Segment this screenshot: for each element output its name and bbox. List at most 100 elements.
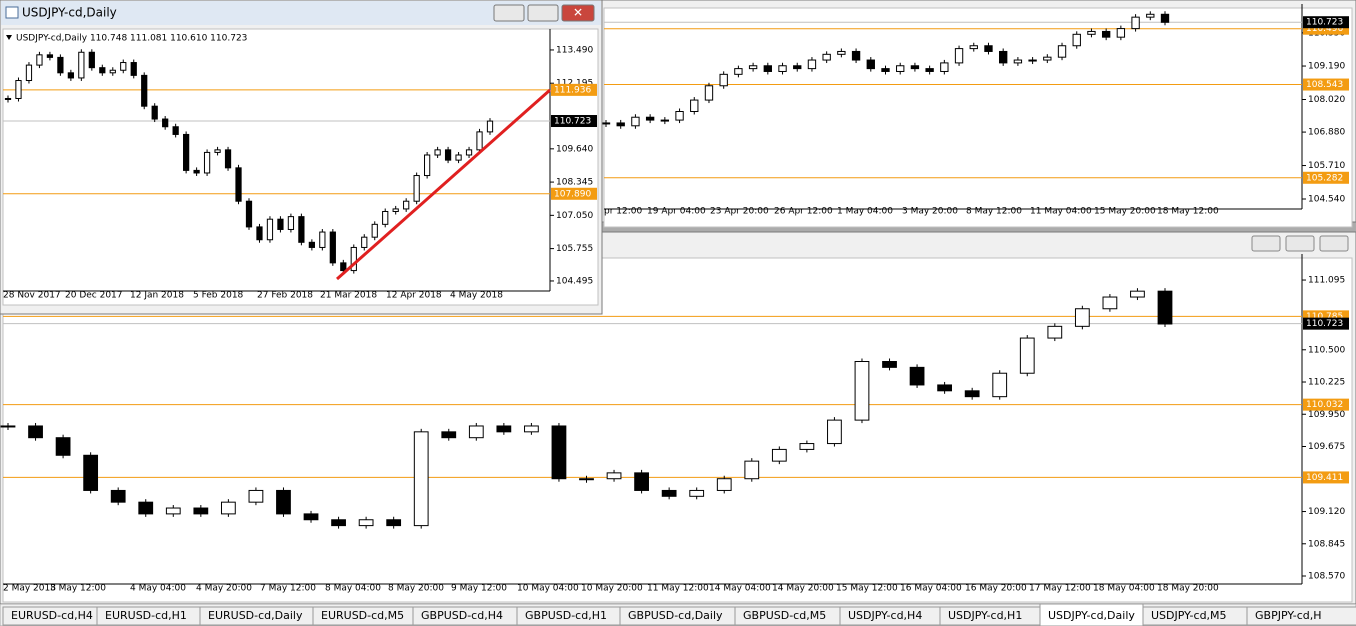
candle-body xyxy=(224,149,232,169)
candle-body xyxy=(1087,30,1096,35)
candle-body xyxy=(88,51,95,69)
candle-body xyxy=(151,105,158,120)
candle-body xyxy=(1157,290,1173,325)
candle-body xyxy=(331,519,346,527)
tab-label[interactable]: EURUSD-cd,H1 xyxy=(105,609,187,622)
candle-body xyxy=(183,133,190,171)
candle-body xyxy=(748,65,758,70)
info-arrow xyxy=(6,35,12,40)
level-label: 105.282 xyxy=(1306,173,1343,183)
x-tick-label: 5 Feb 2018 xyxy=(193,291,244,301)
tab-label[interactable]: GBPUSD-cd,M5 xyxy=(743,609,826,622)
candle-body xyxy=(0,425,16,428)
candle-body xyxy=(382,210,389,225)
x-tick-label: 28 Nov 2017 xyxy=(3,291,61,301)
y-tick-label: 111.095 xyxy=(1308,276,1345,286)
y-tick-label: 104.540 xyxy=(1308,194,1345,204)
tab-label[interactable]: USDJPY-cd,M5 xyxy=(1151,609,1227,622)
tab-label[interactable]: GBPJPY-cd,H xyxy=(1255,609,1322,622)
candle-body xyxy=(25,64,33,82)
candle-body xyxy=(235,167,242,202)
candle-body xyxy=(1047,325,1063,339)
chart-window: 111.095 110.500 110.225 109.950 109.675 109.1… xyxy=(0,231,1356,605)
candle-body xyxy=(329,231,336,264)
last-price-label: 110.723 xyxy=(1306,18,1343,28)
plot-area xyxy=(603,7,1353,228)
candle-body xyxy=(214,149,221,153)
x-tick-label: 26 Apr 12:00 xyxy=(774,207,833,217)
candle-body xyxy=(881,68,890,72)
candle-body xyxy=(193,169,200,174)
candle-body xyxy=(645,116,655,121)
level-label-box xyxy=(1303,171,1349,184)
last-price-label: 110.723 xyxy=(554,117,591,127)
x-tick-label: 27 Feb 2018 xyxy=(257,291,313,301)
candle-body xyxy=(940,62,949,72)
y-tick-label: 109.950 xyxy=(1308,410,1345,420)
y-tick-label: 108.345 xyxy=(556,178,593,188)
x-tick-label: 7 May 12:00 xyxy=(260,584,316,594)
x-tick-label: 18 May 20:00 xyxy=(1157,584,1219,594)
candle-body xyxy=(413,175,420,202)
candle-body xyxy=(120,62,127,71)
tab-label[interactable]: USDJPY-cd,Daily xyxy=(1048,609,1135,622)
candle-body xyxy=(476,131,483,151)
level-label: 111.936 xyxy=(554,85,591,95)
candle-body xyxy=(496,425,512,433)
candle-body xyxy=(465,149,473,156)
candle-body xyxy=(28,425,43,439)
y-tick-label: 109.675 xyxy=(1308,442,1345,452)
tab-label[interactable]: GBPUSD-cd,H4 xyxy=(421,609,503,622)
candle-body xyxy=(984,45,993,52)
y-tick-label: 112.195 xyxy=(556,79,593,89)
x-tick-label: 11 May 12:00 xyxy=(647,584,709,594)
tab-label[interactable]: EURUSD-cd,H4 xyxy=(11,609,93,622)
window-title: USDJPY-cd,Daily xyxy=(22,6,117,20)
maximize-button[interactable] xyxy=(1285,235,1315,252)
tab-label[interactable]: USDJPY-cd,H1 xyxy=(948,609,1022,622)
tab-bar: EURUSD-cd,H4 EURUSD-cd,H1 EURUSD-cd,Daily E… xyxy=(0,604,1356,626)
candle-body xyxy=(308,241,315,248)
chart-window: 110.350109.190108.020106.880105.710104.5… xyxy=(601,0,1356,228)
candle-body xyxy=(579,478,594,481)
x-tick-label: 23 Apr 20:00 xyxy=(710,207,769,217)
candle-body xyxy=(1131,16,1140,30)
x-tick-label: 14 May 20:00 xyxy=(772,584,834,594)
candle-body xyxy=(99,67,106,74)
x-tick-label: 10 May 04:00 xyxy=(517,584,579,594)
tab-label[interactable]: EURUSD-cd,M5 xyxy=(321,609,404,622)
candle-body xyxy=(524,425,539,433)
candle-body xyxy=(413,431,429,527)
candle-body xyxy=(46,54,54,58)
tab-label[interactable]: GBPUSD-cd,Daily xyxy=(628,609,723,622)
maximize-button[interactable] xyxy=(527,4,559,22)
y-tick-label: 106.880 xyxy=(1308,128,1345,138)
candle-body xyxy=(964,390,980,398)
tab-label[interactable]: GBPUSD-cd,H1 xyxy=(525,609,607,622)
x-tick-label: 18 May 12:00 xyxy=(1157,207,1219,217)
candle-body xyxy=(969,45,978,50)
candle-body xyxy=(298,216,305,243)
close-button[interactable] xyxy=(1319,235,1349,252)
close-button[interactable] xyxy=(561,4,595,22)
minimize-button[interactable] xyxy=(493,4,525,22)
candle-body xyxy=(220,501,236,515)
close-glyph: ✕ xyxy=(573,6,583,20)
candle-body xyxy=(468,425,484,439)
tab[interactable] xyxy=(1246,606,1356,626)
x-tick-label: 3 May 20:00 xyxy=(902,207,958,217)
minimize-button[interactable] xyxy=(1251,235,1281,252)
x-tick-label: 2 May 2018 xyxy=(3,584,56,594)
tab-label[interactable]: EURUSD-cd,Daily xyxy=(208,609,303,622)
candle-body xyxy=(675,111,684,121)
y-tick-label: 105.710 xyxy=(1308,161,1345,171)
candle-body xyxy=(1160,13,1170,23)
candle-body xyxy=(822,53,831,61)
candle-body xyxy=(141,74,148,107)
candle-body xyxy=(909,366,925,386)
tab-label[interactable]: USDJPY-cd,H4 xyxy=(848,609,922,622)
candle-body xyxy=(162,118,169,128)
x-tick-label: 15 May 12:00 xyxy=(836,584,898,594)
